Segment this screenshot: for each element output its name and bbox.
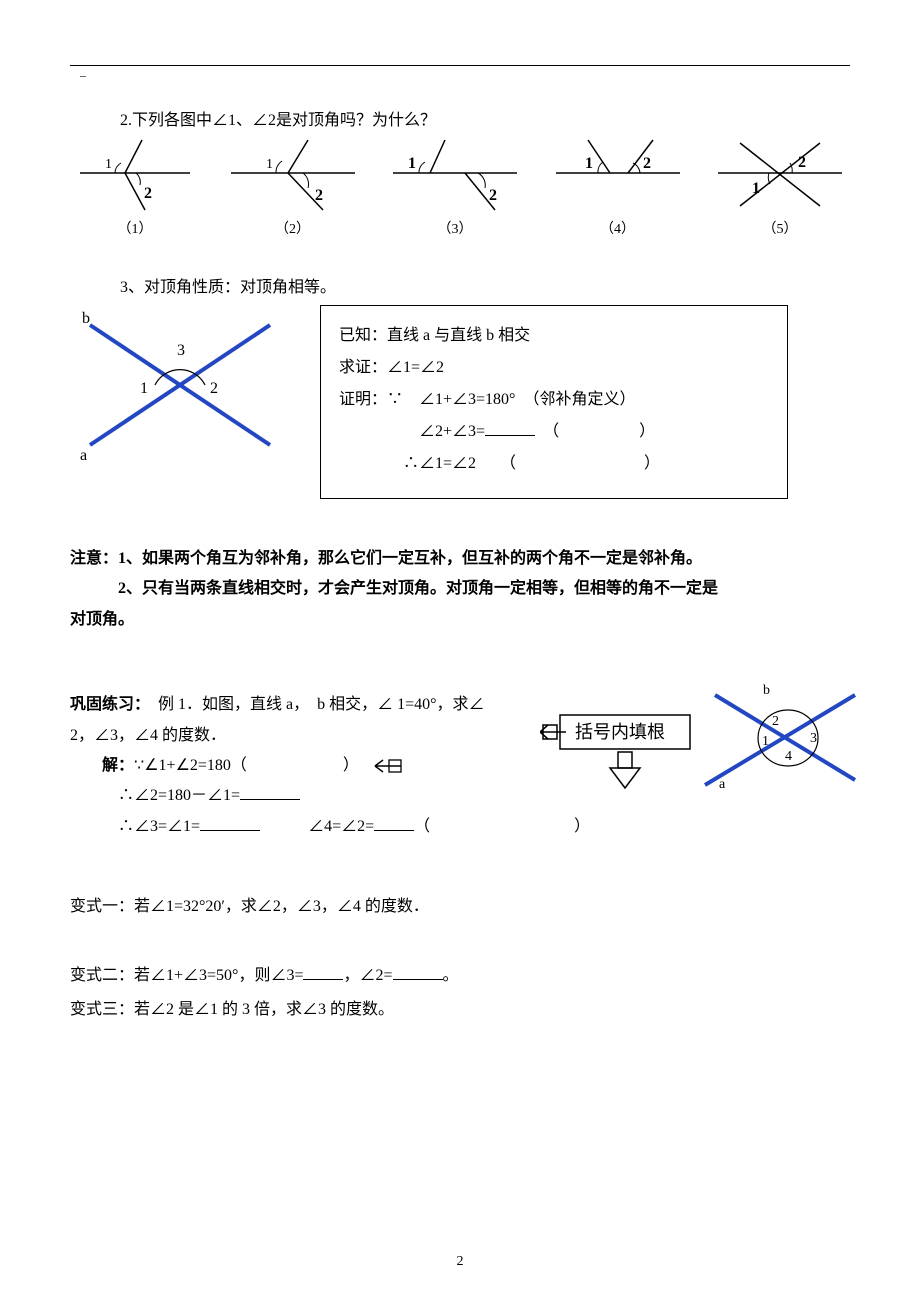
figure-4-svg: 1 2 (548, 138, 688, 218)
svg-text:4: 4 (785, 749, 792, 764)
variants-block: 变式一：若∠1=32°20′，求∠2，∠3，∠4 的度数． 变式二：若∠1+∠3… (70, 892, 850, 1025)
svg-text:2: 2 (315, 187, 323, 204)
svg-text:2: 2 (489, 187, 497, 204)
proof-row: b a 1 2 3 已知：直线 a 与直线 b 相交 求证：∠1=∠2 证明：∵… (70, 305, 850, 499)
blank-4[interactable] (374, 816, 414, 831)
vertical-angle-diagram: b a 1 2 3 (70, 305, 290, 465)
svg-text:2: 2 (643, 155, 651, 172)
svg-text:1: 1 (408, 155, 416, 172)
figure-3-label: （3） (385, 218, 525, 238)
variant-1: 变式一：若∠1=32°20′，求∠2，∠3，∠4 的度数． (70, 892, 850, 922)
figure-2: 1 2 （2） (223, 138, 363, 238)
svg-text:a: a (719, 777, 726, 792)
svg-text:b: b (763, 683, 770, 698)
svg-text:1: 1 (752, 180, 760, 197)
label-1: 1 (140, 380, 148, 397)
arrow-down-icon (610, 752, 640, 788)
blank-6[interactable] (393, 965, 443, 980)
notes-block: 注意：1、如果两个角互为邻补角，那么它们一定互补，但互补的两个角不一定是邻补角。… (70, 544, 850, 635)
proof-box: 已知：直线 a 与直线 b 相交 求证：∠1=∠2 证明：∵ ∠1+∠3=180… (320, 305, 788, 499)
figure-1: 1 2 （1） (70, 138, 200, 238)
figure-2-svg: 1 2 (223, 138, 363, 218)
svg-text:3: 3 (810, 731, 817, 746)
label-b: b (82, 310, 90, 327)
figure-4: 1 2 （4） (548, 138, 688, 238)
figures-row: 1 2 （1） 1 2 （2） (70, 138, 850, 238)
ex1-line-b: 2，∠3，∠4 的度数． (70, 727, 226, 744)
question-2: 2.下列各图中∠1、∠2是对顶角吗？为什么？ (120, 106, 850, 130)
note-1: 注意：1、如果两个角互为邻补角，那么它们一定互补，但互补的两个角不一定是邻补角。 (70, 544, 850, 574)
label-3: 3 (177, 342, 185, 359)
ex1-line-a: 例 1．如图，直线 a， b 相交，∠ 1=40°，求∠ (142, 696, 485, 713)
figure-5-svg: 2 1 (710, 138, 850, 218)
figure-1-label: （1） (70, 218, 200, 238)
question-3: 3、对顶角性质：对顶角相等。 (120, 273, 850, 297)
blank-2[interactable] (240, 785, 300, 800)
label-a: a (80, 447, 87, 464)
exercise-float: 2 3 4 1 a b 括号内填根 (540, 680, 860, 821)
arrow-left-small-icon (363, 757, 403, 775)
variant-2: 变式二：若∠1+∠3=50°，则∠3=，∠2=。 (70, 961, 850, 991)
label-2: 2 (210, 380, 218, 397)
figure-5-label: （5） (710, 218, 850, 238)
page-number: 2 (0, 1254, 920, 1270)
header-dash: – (80, 68, 86, 83)
hint-text: 括号内填根 (575, 722, 665, 742)
proof-line-2: 求证：∠1=∠2 (339, 352, 769, 384)
hr-top (70, 65, 850, 66)
page: – 2.下列各图中∠1、∠2是对顶角吗？为什么？ 1 2 （1） (0, 0, 920, 1300)
svg-text:1: 1 (585, 155, 593, 172)
blank-3[interactable] (200, 816, 260, 831)
exercise-block: 巩固练习： 例 1．如图，直线 a， b 相交，∠ 1=40°，求∠ 2，∠3，… (70, 690, 850, 842)
proof-line-5: ∴∠1=∠2 （ ） (339, 448, 769, 480)
exercise-title: 巩固练习： (70, 696, 142, 713)
blank-1[interactable] (485, 421, 535, 436)
proof-line-3: 证明：∵ ∠1+∠3=180° （邻补角定义） (339, 384, 769, 416)
svg-text:1: 1 (762, 734, 769, 749)
note-2b: 对顶角。 (70, 605, 850, 635)
figure-5: 2 1 （5） (710, 138, 850, 238)
figure-1-svg: 1 2 (70, 138, 200, 218)
svg-text:2: 2 (798, 154, 806, 171)
figure-3-svg: 1 2 (385, 138, 525, 218)
blank-5[interactable] (303, 965, 343, 980)
variant-3: 变式三：若∠2 是∠1 的 3 倍，求∠3 的度数。 (70, 995, 850, 1025)
svg-text:2: 2 (772, 714, 779, 729)
svg-text:2: 2 (144, 185, 152, 202)
exercise-diagram: 2 3 4 1 a b 括号内填根 (540, 680, 860, 810)
figure-2-label: （2） (223, 218, 363, 238)
svg-text:1: 1 (105, 157, 112, 172)
note-2a: 2、只有当两条直线相交时，才会产生对顶角。对顶角一定相等，但相等的角不一定是 (70, 574, 850, 604)
figure-3: 1 2 （3） (385, 138, 525, 238)
proof-line-4: ∠2+∠3= （ ） (339, 416, 769, 448)
proof-line-1: 已知：直线 a 与直线 b 相交 (339, 320, 769, 352)
svg-text:1: 1 (266, 157, 273, 172)
figure-4-label: （4） (548, 218, 688, 238)
